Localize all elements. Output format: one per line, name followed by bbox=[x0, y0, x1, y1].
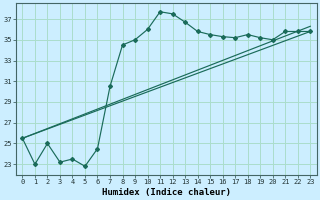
X-axis label: Humidex (Indice chaleur): Humidex (Indice chaleur) bbox=[102, 188, 231, 197]
